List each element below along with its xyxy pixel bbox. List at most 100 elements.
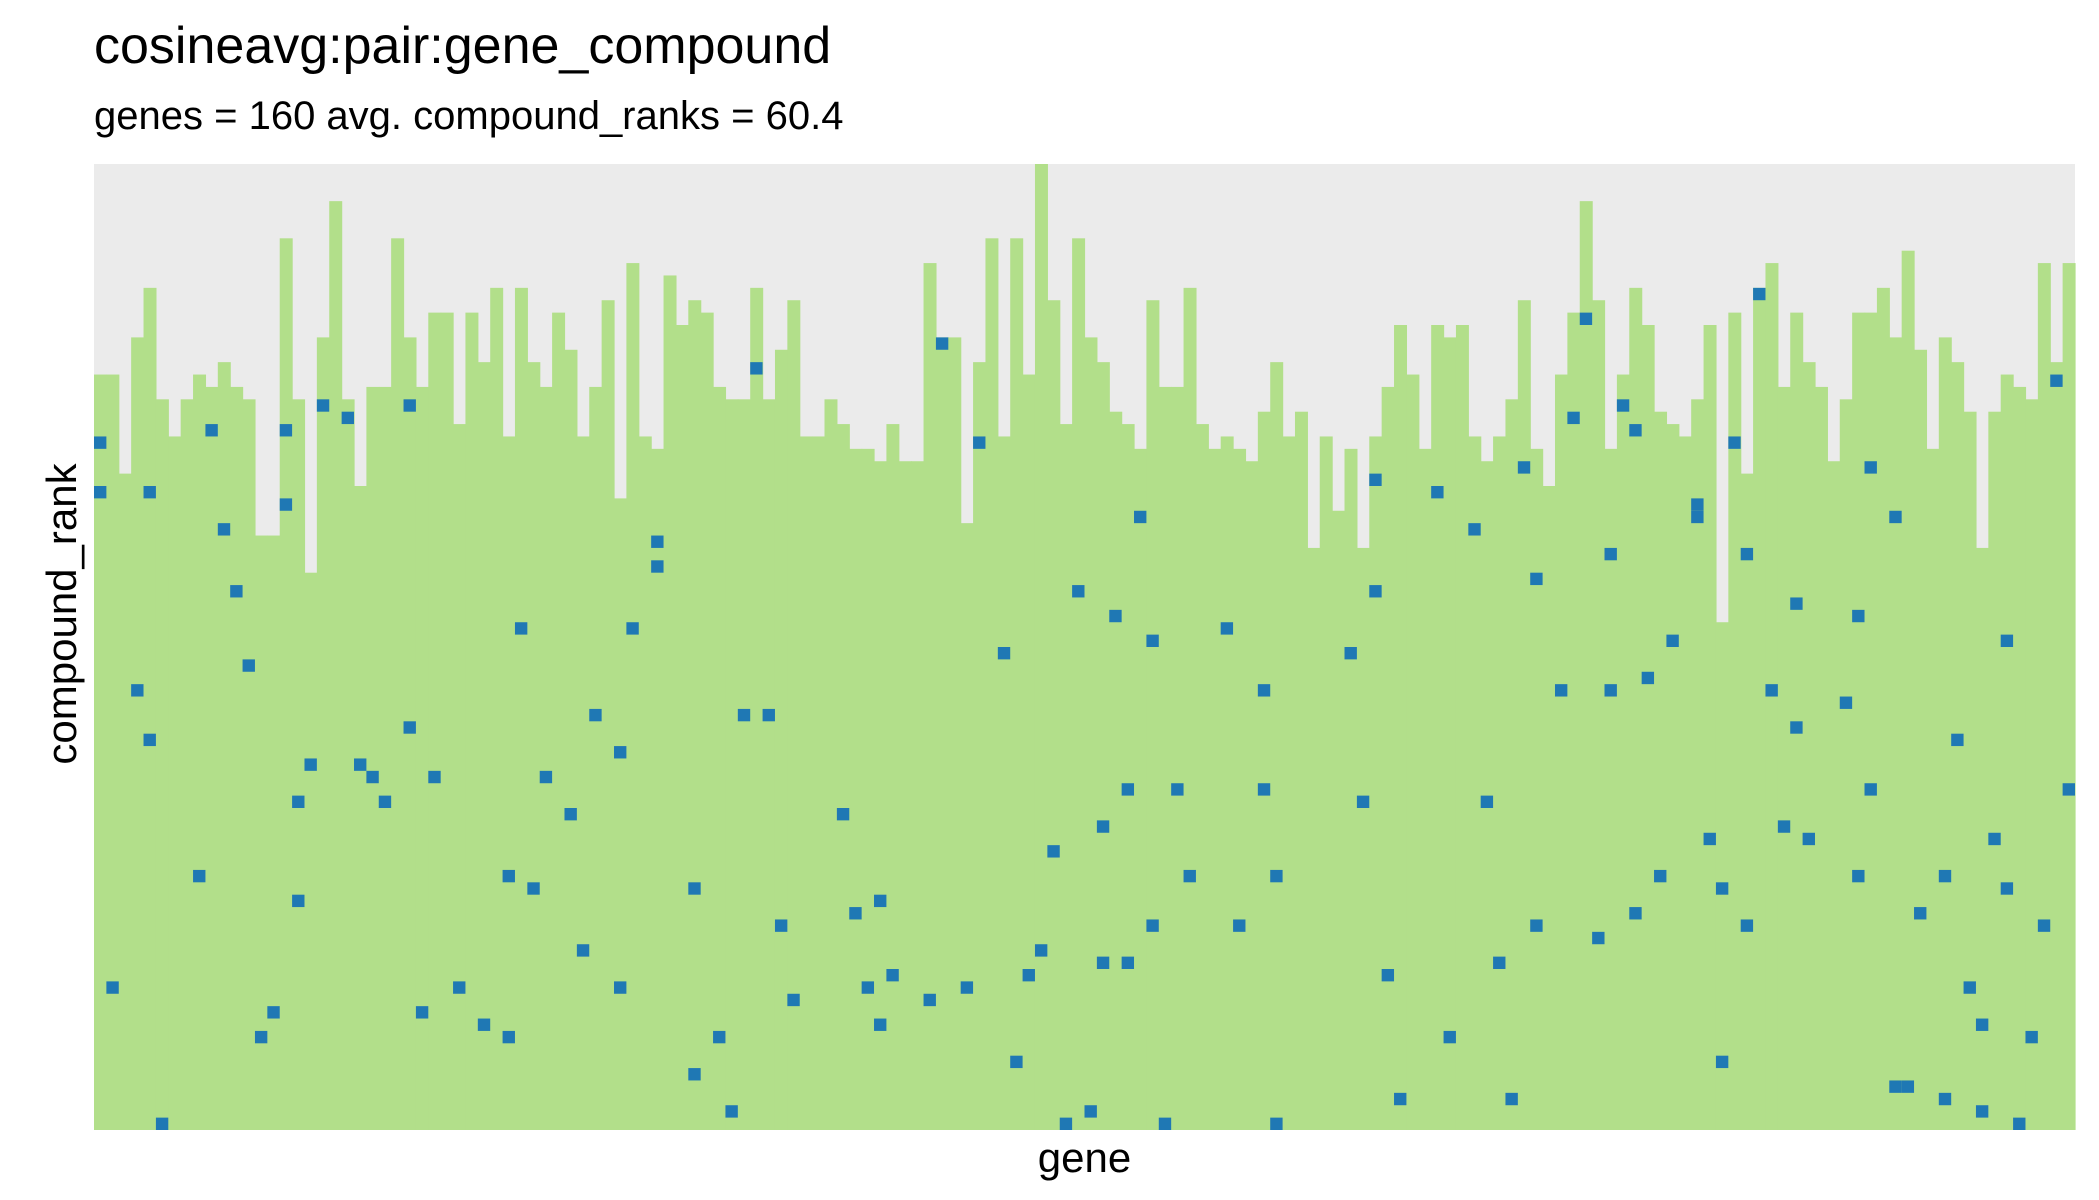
rank-column — [1839, 399, 1853, 1130]
rank-column — [601, 300, 615, 1131]
rank-column — [1988, 411, 2002, 1130]
hit-marker — [1715, 882, 1729, 895]
hit-marker — [1022, 969, 1035, 982]
hit-marker — [1765, 684, 1778, 697]
hit-marker — [725, 1105, 738, 1118]
rank-column — [514, 287, 528, 1131]
hit-marker — [2062, 783, 2075, 796]
hit-marker — [1629, 907, 1642, 920]
hit-marker — [1394, 1092, 1407, 1106]
rank-column — [911, 461, 925, 1131]
rank-column — [440, 312, 454, 1130]
rank-column — [1579, 201, 1593, 1130]
hit-marker — [403, 399, 416, 412]
rank-columns — [94, 164, 2076, 1131]
rank-column — [1022, 374, 1036, 1130]
rank-column — [1963, 411, 1977, 1130]
hit-marker — [1629, 424, 1642, 437]
rank-column — [118, 473, 132, 1130]
rank-column — [1369, 436, 1383, 1131]
rank-column — [1938, 337, 1952, 1130]
hit-marker — [502, 869, 515, 883]
hit-marker — [1951, 733, 1964, 747]
rank-column — [762, 399, 776, 1130]
rank-column — [279, 238, 293, 1130]
hit-marker — [1146, 919, 1159, 932]
rank-column — [589, 386, 603, 1130]
rank-column — [1220, 436, 1234, 1131]
rank-column — [1307, 547, 1321, 1130]
hit-marker — [193, 869, 206, 883]
hit-marker — [774, 919, 788, 932]
rank-column — [960, 523, 974, 1130]
rank-column — [948, 337, 962, 1130]
hit-marker — [341, 411, 355, 425]
rank-column — [713, 386, 727, 1130]
rank-column — [94, 374, 107, 1130]
hit-marker — [1517, 461, 1531, 474]
hit-marker — [378, 795, 392, 808]
rank-column — [1641, 325, 1655, 1130]
rank-column — [824, 399, 838, 1130]
hit-marker — [1530, 572, 1543, 586]
hit-marker — [1740, 547, 1754, 561]
hit-marker — [626, 622, 639, 635]
rank-column — [886, 424, 900, 1131]
hit-marker — [1369, 585, 1382, 598]
hit-marker — [1034, 944, 1048, 957]
rank-column — [1394, 325, 1408, 1130]
hit-marker — [1171, 783, 1184, 796]
rank-column — [2000, 374, 2014, 1130]
hit-marker — [1703, 832, 1716, 846]
rank-column — [1703, 325, 1717, 1130]
hit-marker — [527, 882, 540, 895]
rank-column — [1183, 287, 1197, 1131]
hit-marker — [1852, 869, 1865, 883]
hit-marker — [1183, 869, 1196, 883]
hit-marker — [1356, 795, 1370, 808]
hit-marker — [614, 981, 627, 994]
hit-marker — [1010, 1055, 1023, 1069]
hit-marker — [886, 969, 899, 982]
hit-marker — [2000, 634, 2014, 647]
rank-column — [1270, 362, 1284, 1130]
rank-column — [1876, 287, 1890, 1131]
hit-marker — [1047, 845, 1060, 858]
hit-marker — [1802, 832, 1815, 846]
rank-column — [614, 498, 627, 1130]
hit-marker — [453, 981, 466, 994]
hit-marker — [1257, 684, 1271, 697]
hit-marker — [279, 498, 293, 511]
hit-marker — [564, 808, 577, 821]
y-axis-label: compound_rank — [38, 463, 85, 765]
rank-column — [1777, 386, 1791, 1130]
rank-column — [131, 337, 145, 1130]
hit-marker — [539, 770, 553, 784]
hit-marker — [1889, 1080, 1902, 1093]
rank-column — [539, 386, 553, 1130]
rank-column — [1443, 337, 1457, 1130]
rank-column — [2062, 263, 2076, 1131]
hit-marker — [1938, 1092, 1952, 1106]
hit-marker — [94, 436, 107, 449]
rank-column — [428, 312, 442, 1130]
hit-marker — [2013, 1117, 2026, 1130]
rank-column — [354, 486, 367, 1130]
hit-marker — [94, 486, 107, 499]
rank-column — [774, 349, 788, 1130]
rank-column — [651, 448, 665, 1131]
rank-column — [1654, 411, 1668, 1130]
rank-column — [527, 362, 541, 1130]
rank-column — [626, 263, 640, 1131]
rank-column — [874, 461, 887, 1131]
hit-marker — [762, 708, 775, 722]
rank-column — [366, 386, 380, 1130]
hit-marker — [1988, 832, 2001, 846]
hit-marker — [1579, 312, 1593, 325]
hit-marker — [316, 399, 330, 412]
hit-marker — [1554, 684, 1568, 697]
rank-column — [1282, 436, 1296, 1131]
hit-marker — [688, 1068, 701, 1081]
hit-marker — [1938, 869, 1952, 883]
hit-marker — [1604, 547, 1617, 561]
